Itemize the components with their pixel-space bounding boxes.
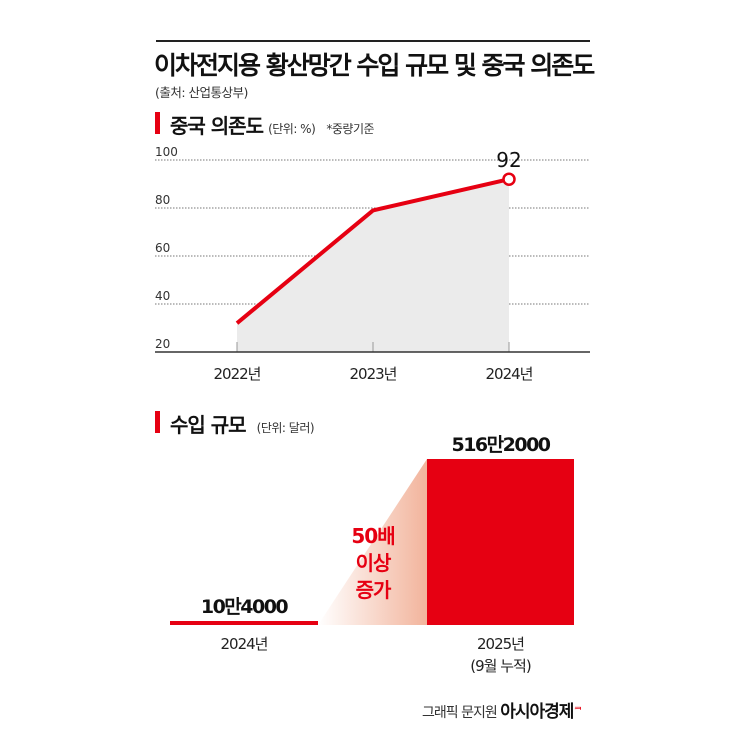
data-point — [502, 172, 516, 186]
dependence-header: 중국 의존도 (단위: %) *중량기준 — [170, 110, 375, 139]
x-tick-label: 2022년 — [214, 365, 261, 383]
growth-annotation: 50배 이상 증가 — [338, 523, 408, 604]
brand-mark-icon: ᆿ — [573, 701, 582, 712]
x-tick-label: 2024년 — [486, 365, 533, 383]
series-line — [235, 177, 510, 325]
category-label: 2025년 — [477, 635, 524, 653]
bar-value-label: 10만4000 — [201, 596, 289, 618]
annotation-line: 이상 — [355, 551, 392, 575]
unit-label: (단위: %) — [268, 122, 316, 136]
y-tick-label: 60 — [155, 241, 170, 255]
section-marker — [155, 112, 160, 134]
y-tick-label: 40 — [155, 289, 170, 303]
bar-value-label: 516만2000 — [451, 434, 550, 456]
y-tick-label: 20 — [155, 337, 170, 351]
x-tick-label: 2023년 — [350, 365, 397, 383]
section-marker — [155, 411, 160, 433]
category-label: (9월 누적) — [470, 657, 531, 675]
footer-credit: 그래픽 문지원 아시아경젴 — [422, 697, 583, 722]
dependence-line-chart: 20 40 60 80 100 2022년 2023년 2024년 92 — [155, 145, 590, 383]
page-title: 이차전지용 황산망간 수입 규모 및 중국 의존도 — [154, 51, 595, 80]
bar — [170, 621, 318, 625]
bar — [427, 459, 574, 625]
source-note: (출처: 산업통상부) — [155, 85, 248, 100]
data-label: 92 — [496, 148, 521, 172]
top-rule — [156, 40, 590, 42]
section-title: 중국 의존도 — [170, 114, 264, 138]
growth-wedge — [318, 459, 427, 625]
section-title: 수입 규모 — [170, 413, 247, 437]
y-tick-label: 80 — [155, 193, 170, 207]
graphic-credit: 그래픽 문지원 — [422, 705, 498, 721]
imports-header: 수입 규모 (단위: 달러) — [170, 409, 315, 438]
unit-label: (단위: 달러) — [256, 421, 315, 435]
y-tick-label: 100 — [155, 145, 178, 159]
area-fill — [237, 179, 509, 352]
brand-logo: 아시아경제 — [500, 702, 574, 722]
category-label: 2024년 — [221, 635, 268, 653]
basis-note: *중량기준 — [326, 122, 375, 136]
annotation-line: 증가 — [355, 578, 392, 602]
annotation-line: 50배 — [351, 524, 395, 548]
